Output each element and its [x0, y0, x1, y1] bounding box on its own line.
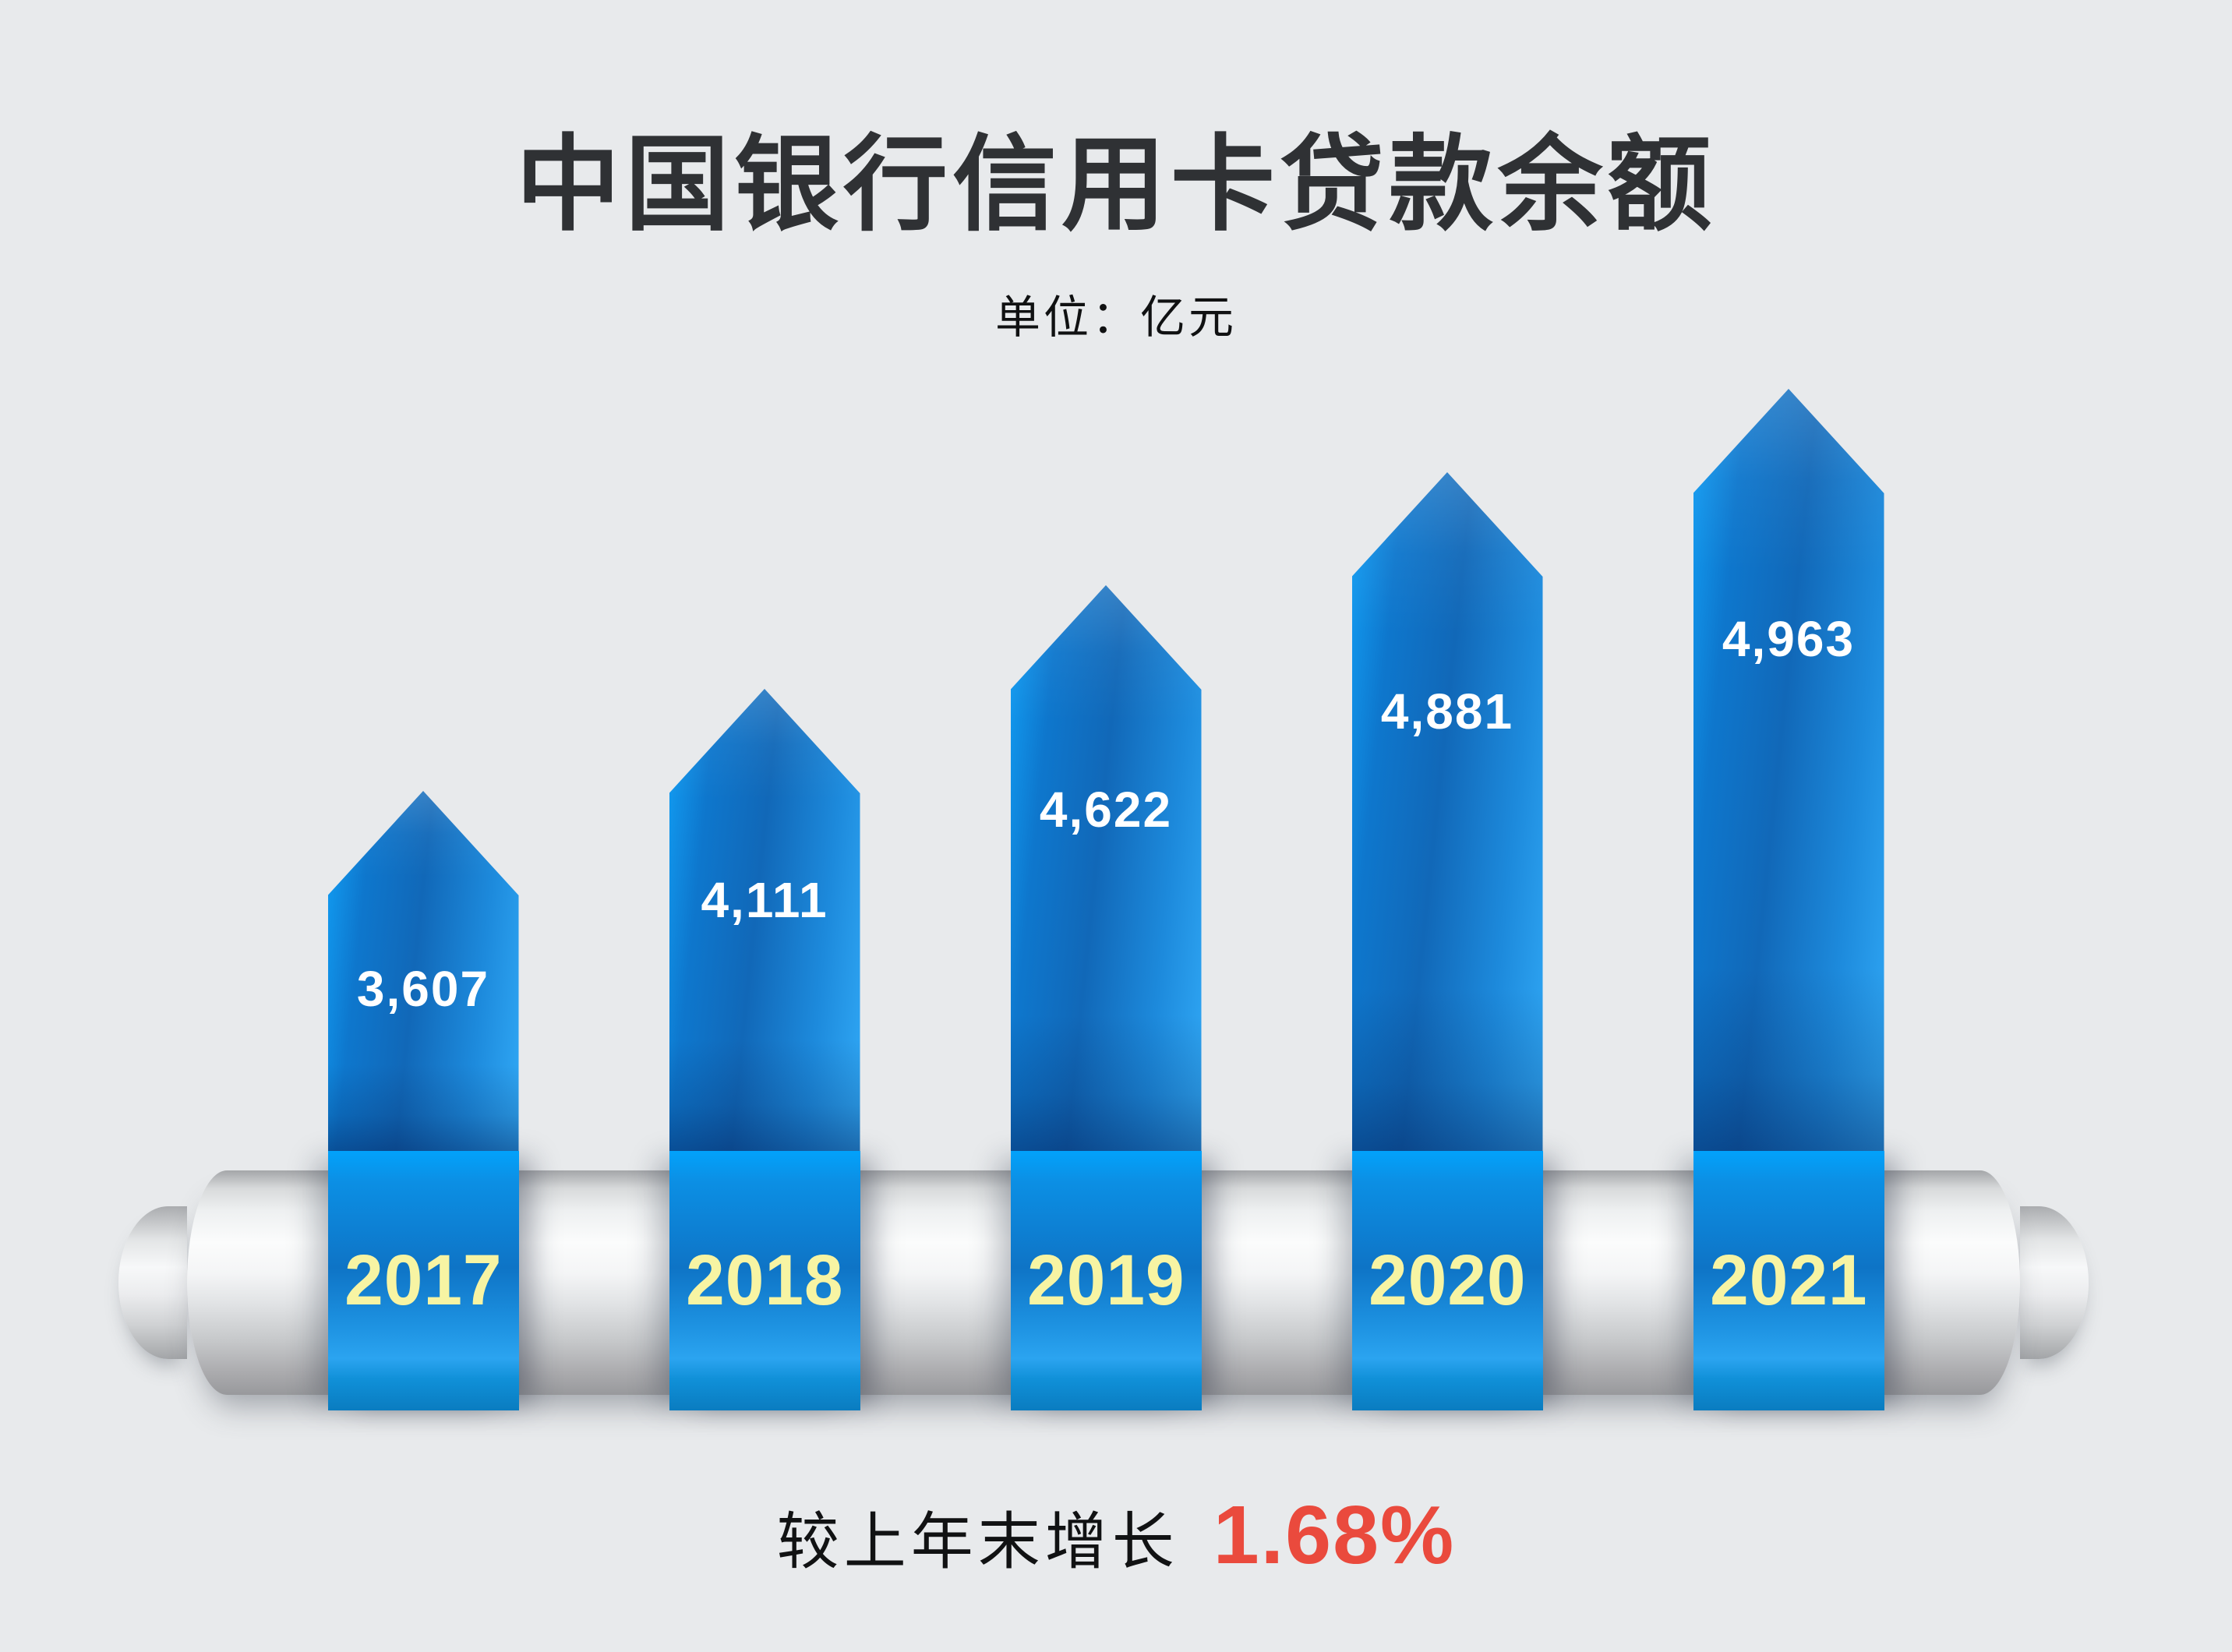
pipe-left-cap [118, 1206, 187, 1359]
bar-value-label: 4,881 [1380, 683, 1514, 740]
bar-value-label: 4,963 [1722, 611, 1856, 668]
bar-value-label: 4,111 [701, 872, 828, 929]
unit-label: 单位：亿元 [994, 292, 1237, 343]
year-label: 2020 [1368, 1241, 1527, 1320]
growth-label: 较上年末增长 [776, 1507, 1179, 1576]
bar-arrow-2017: 3,607 [327, 791, 519, 1151]
chart-title: 中国银行信用卡贷款余额 [515, 127, 1716, 243]
year-label: 2019 [1026, 1241, 1185, 1320]
ribbon-2018: 2018 [669, 1151, 860, 1410]
year-label: 2018 [685, 1241, 844, 1320]
growth-note: 较上年末增长 1.68% [0, 1488, 2232, 1597]
bar-arrow-2019: 4,622 [1010, 585, 1202, 1151]
bar-value-label: 3,607 [356, 961, 490, 1018]
growth-value: 1.68% [1213, 1489, 1456, 1581]
ribbon-2021: 2021 [1693, 1151, 1884, 1410]
bar-value-label: 4,622 [1039, 782, 1173, 838]
bar-arrow-2021: 4,963 [1693, 389, 1884, 1151]
ribbon-2020: 2020 [1351, 1151, 1543, 1410]
bar-arrow-2018: 4,111 [669, 689, 860, 1151]
bar-arrow-2020: 4,881 [1351, 472, 1543, 1151]
pipe-right-cap [2020, 1206, 2089, 1359]
year-label: 2017 [344, 1241, 503, 1320]
ribbon-2019: 2019 [1010, 1151, 1202, 1410]
ribbon-2017: 2017 [327, 1151, 519, 1410]
year-label: 2021 [1709, 1241, 1868, 1320]
